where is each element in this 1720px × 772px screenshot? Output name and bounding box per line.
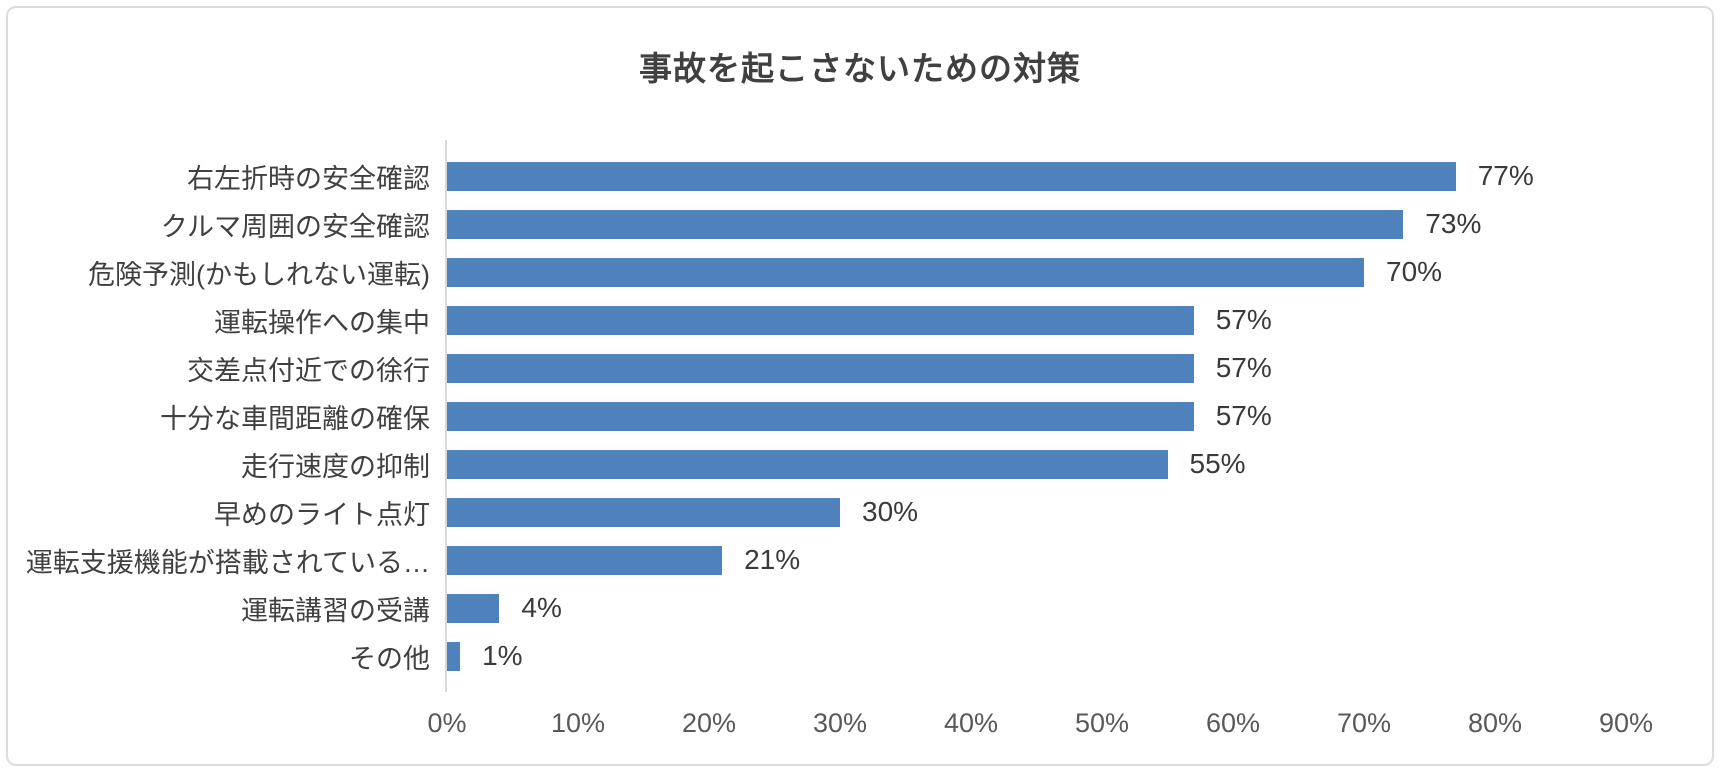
- bar: [447, 353, 1194, 383]
- value-label: 21%: [744, 544, 801, 575]
- category-label: 交差点付近での徐行: [187, 355, 430, 386]
- category-label: 運転講習の受講: [241, 595, 430, 626]
- value-label: 1%: [482, 640, 523, 671]
- bar: [447, 401, 1194, 431]
- bar: [447, 449, 1168, 479]
- x-tick-label: 30%: [812, 708, 868, 738]
- category-label: その他: [349, 643, 430, 674]
- bar: [447, 257, 1364, 287]
- bar-row: 57%: [447, 344, 1712, 392]
- category-label: 走行速度の抑制: [241, 451, 430, 482]
- bar: [447, 593, 500, 623]
- x-tick-label: 40%: [943, 708, 999, 738]
- bar-row: 55%: [447, 440, 1712, 488]
- bar: [447, 641, 461, 671]
- category-axis: 右左折時の安全確認クルマ周囲の安全確認危険予測(かもしれない運転) 運転操作への集…: [8, 140, 445, 692]
- value-label: 77%: [1477, 160, 1534, 191]
- category-label: 早めのライト点灯: [214, 499, 430, 530]
- category-label: 運転操作への集中: [214, 307, 430, 338]
- value-label: 57%: [1215, 304, 1272, 335]
- bar-row: 30%: [447, 488, 1712, 536]
- bar: [447, 305, 1194, 335]
- value-label: 57%: [1215, 400, 1272, 431]
- chart-canvas: 事故を起こさないための対策 右左折時の安全確認クルマ周囲の安全確認危険予測(かも…: [6, 6, 1714, 766]
- x-tick-label: 90%: [1598, 708, 1654, 738]
- x-tick-label: 80%: [1467, 708, 1523, 738]
- bar-row: 73%: [447, 200, 1712, 248]
- category-label: 運転支援機能が搭載されている…: [25, 547, 430, 578]
- category-label: クルマ周囲の安全確認: [160, 211, 430, 242]
- value-label: 4%: [521, 592, 562, 623]
- bar-row: 4%: [447, 584, 1712, 632]
- bar-row: 1%: [447, 632, 1712, 680]
- chart-title: 事故を起こさないための対策: [639, 50, 1081, 87]
- bar-row: 77%: [447, 152, 1712, 200]
- x-axis: 0% 10% 20% 30% 40% 50% 60% 70% 80% 90%: [427, 708, 1712, 746]
- category-label: 危険予測(かもしれない運転): [88, 259, 430, 290]
- bar: [447, 545, 723, 575]
- value-label: 57%: [1215, 352, 1272, 383]
- x-tick-label: 70%: [1336, 708, 1392, 738]
- category-label: 十分な車間距離の確保: [160, 403, 430, 434]
- bar-row: 70%: [447, 248, 1712, 296]
- plot-area: 右左折時の安全確認クルマ周囲の安全確認危険予測(かもしれない運転) 運転操作への集…: [8, 140, 1712, 692]
- value-label: 73%: [1425, 208, 1482, 239]
- x-tick-label: 0%: [427, 708, 467, 738]
- value-label: 55%: [1189, 448, 1246, 479]
- x-tick-label: 50%: [1074, 708, 1130, 738]
- bar-row: 57%: [447, 296, 1712, 344]
- bar-row: 21%: [447, 536, 1712, 584]
- x-tick-label: 10%: [550, 708, 606, 738]
- value-label: 30%: [862, 496, 919, 527]
- bars-area: 77% 73% 70% 57% 57% 57% 55% 30% 21% 4% 1%: [445, 140, 1712, 692]
- bar: [447, 209, 1404, 239]
- x-tick-label: 20%: [681, 708, 737, 738]
- bar-row: 57%: [447, 392, 1712, 440]
- bar: [447, 161, 1456, 191]
- x-tick-label: 60%: [1205, 708, 1261, 738]
- category-label: 右左折時の安全確認: [187, 163, 430, 194]
- bar: [447, 497, 840, 527]
- value-label: 70%: [1386, 256, 1443, 287]
